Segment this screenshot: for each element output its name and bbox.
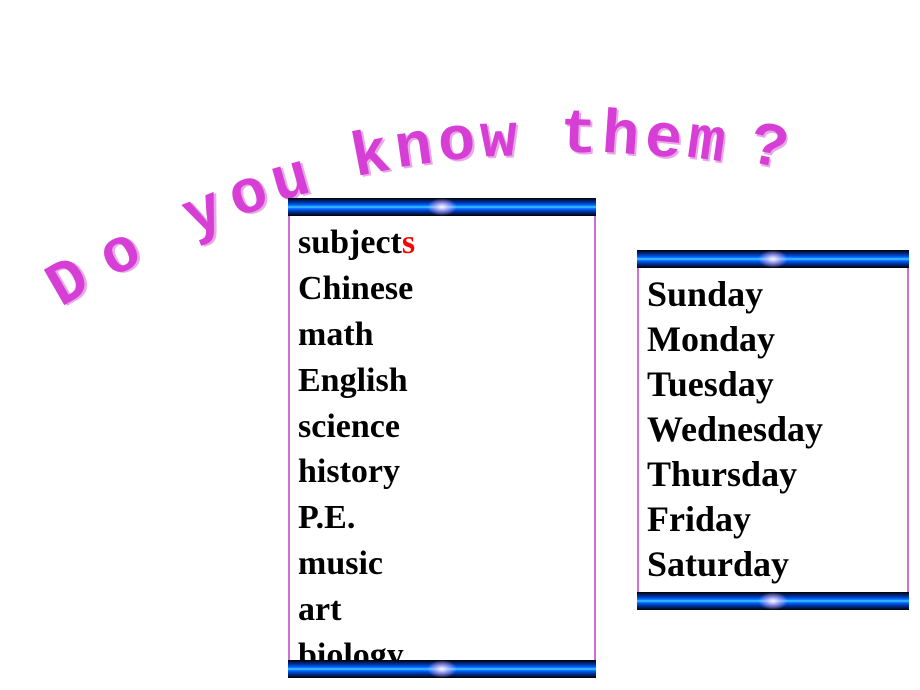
list-item: history [298, 449, 586, 495]
title-letter: o [435, 106, 478, 180]
list-item: P.E. [298, 495, 586, 541]
decorative-bar-top [637, 250, 909, 268]
list-item: Sunday [647, 272, 899, 317]
list-item: science [298, 404, 586, 450]
list-item-text: science [298, 408, 400, 445]
title-letter: w [479, 103, 519, 175]
decorative-bar-bottom [288, 660, 596, 678]
list-item: art [298, 587, 586, 633]
list-item: Wednesday [647, 407, 899, 452]
title-letter: ? [744, 110, 794, 187]
title-letter: t [559, 99, 599, 171]
list-item-suffix: s [402, 224, 415, 261]
list-item-text: subject [298, 224, 402, 261]
title-letter: m [683, 105, 730, 180]
list-item: Friday [647, 497, 899, 542]
days-list: SundayMondayTuesdayWednesdayThursdayFrid… [647, 272, 899, 588]
list-item: subjects [298, 220, 586, 266]
title-letter: n [390, 111, 437, 186]
list-item: Chinese [298, 266, 586, 312]
title-letter: h [600, 100, 642, 173]
list-item: English [298, 358, 586, 404]
title-letter: o [88, 214, 153, 294]
list-item: music [298, 541, 586, 587]
subjects-list: subjects Chinese math English science history… [298, 220, 586, 656]
list-item: Monday [647, 317, 899, 362]
list-item: math [298, 312, 586, 358]
decorative-bar-top [288, 198, 596, 216]
list-item: Tuesday [647, 362, 899, 407]
subjects-box: subjects Chinese math English science history… [288, 198, 596, 678]
list-item: Thursday [647, 452, 899, 497]
list-item-text: Chinese [298, 270, 413, 307]
list-item-text: English [298, 362, 408, 399]
list-item-text: P.E. [298, 499, 355, 536]
title-letter: k [346, 118, 396, 195]
list-item-text: history [298, 453, 400, 490]
decorative-bar-bottom [637, 592, 909, 610]
list-item-text: music [298, 545, 383, 582]
list-item-text: math [298, 316, 374, 353]
title-letter: e [641, 102, 685, 177]
list-item-text: art [298, 591, 341, 628]
title-letter: D [35, 243, 103, 323]
list-item: Saturday [647, 542, 899, 587]
days-box: SundayMondayTuesdayWednesdayThursdayFrid… [637, 250, 909, 610]
